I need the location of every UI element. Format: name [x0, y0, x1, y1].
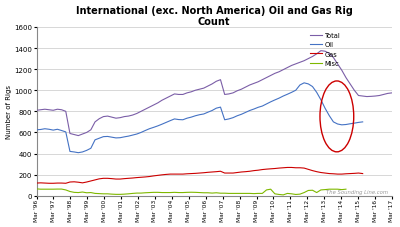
Y-axis label: Number of Rigs: Number of Rigs [6, 85, 12, 139]
Line: Oil: Oil [36, 84, 363, 153]
Total [344, 77, 348, 80]
Misc [59, 188, 64, 191]
Misc [281, 194, 286, 196]
Oil [126, 135, 131, 138]
Oil [360, 121, 365, 124]
Gas [277, 167, 282, 170]
Total [390, 92, 394, 95]
Total [76, 135, 81, 137]
Total [210, 83, 214, 86]
Legend: Total, Oil, Gas, Misc: Total, Oil, Gas, Misc [310, 33, 340, 67]
Misc [285, 192, 290, 195]
Oil [302, 82, 306, 85]
Title: International (exc. North America) Oil and Gas Rig
Count: International (exc. North America) Oil a… [76, 5, 353, 27]
Gas [226, 172, 231, 175]
Total [310, 56, 315, 59]
Gas [168, 173, 173, 176]
Line: Gas: Gas [36, 168, 363, 183]
Gas [172, 173, 177, 176]
Misc [34, 188, 39, 190]
Misc [314, 191, 319, 194]
Total [42, 108, 47, 111]
Oil [226, 118, 231, 121]
Gas [126, 177, 131, 180]
Oil [172, 118, 177, 121]
Misc [344, 188, 348, 191]
Gas [285, 166, 290, 169]
Oil [277, 97, 282, 100]
Line: Total: Total [36, 52, 392, 136]
Oil [118, 137, 122, 139]
Total [72, 133, 76, 136]
Gas [34, 182, 39, 185]
Oil [168, 120, 173, 122]
Gas [47, 182, 52, 185]
Misc [268, 188, 273, 191]
Misc [293, 193, 298, 196]
Misc [277, 193, 282, 196]
Text: The Sounding Line.com: The Sounding Line.com [326, 189, 388, 194]
Total [51, 109, 56, 112]
Gas [360, 173, 365, 175]
Line: Misc: Misc [36, 189, 346, 195]
Oil [34, 129, 39, 132]
Total [318, 50, 323, 53]
Gas [118, 178, 122, 181]
Total [34, 109, 39, 112]
Oil [76, 152, 81, 154]
